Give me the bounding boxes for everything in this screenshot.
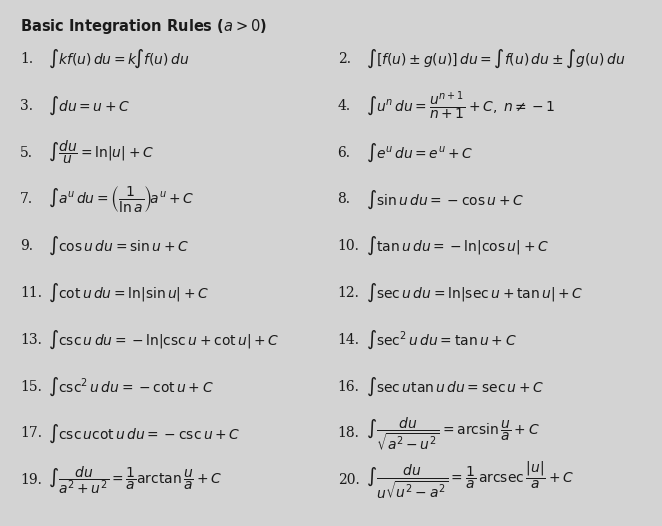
- Text: 19.: 19.: [20, 473, 42, 487]
- Text: 14.: 14.: [338, 333, 359, 347]
- Text: $\int \csc u\, du = -\ln|\csc u + \cot u| + C$: $\int \csc u\, du = -\ln|\csc u + \cot u…: [48, 329, 279, 351]
- Text: $\int \sin u\, du = -\cos u + C$: $\int \sin u\, du = -\cos u + C$: [366, 188, 524, 210]
- Text: $\int u^n\, du = \dfrac{u^{n+1}}{n+1} + C,\; n \neq -1$: $\int u^n\, du = \dfrac{u^{n+1}}{n+1} + …: [366, 89, 555, 122]
- Text: 9.: 9.: [20, 239, 33, 253]
- Text: $\int \cos u\, du = \sin u + C$: $\int \cos u\, du = \sin u + C$: [48, 235, 189, 257]
- Text: 7.: 7.: [20, 193, 33, 206]
- Text: 10.: 10.: [338, 239, 359, 253]
- Text: 2.: 2.: [338, 52, 351, 66]
- Text: 12.: 12.: [338, 286, 359, 300]
- Text: $\int \csc u \cot u\, du = -\csc u + C$: $\int \csc u \cot u\, du = -\csc u + C$: [48, 422, 240, 444]
- Text: 3.: 3.: [20, 99, 33, 113]
- Text: $\int \sec^2 u\, du = \tan u + C$: $\int \sec^2 u\, du = \tan u + C$: [366, 329, 517, 351]
- Text: 16.: 16.: [338, 380, 359, 393]
- Text: 4.: 4.: [338, 99, 351, 113]
- Text: Basic Integration Rules ($a > 0$): Basic Integration Rules ($a > 0$): [20, 17, 267, 36]
- Text: $\int kf(u)\, du = k\!\int f(u)\, du$: $\int kf(u)\, du = k\!\int f(u)\, du$: [48, 48, 189, 70]
- Text: $\int \sec u\, du = \ln|\sec u + \tan u| + C$: $\int \sec u\, du = \ln|\sec u + \tan u|…: [366, 282, 584, 304]
- Text: $\int \sec u \tan u\, du = \sec u + C$: $\int \sec u \tan u\, du = \sec u + C$: [366, 376, 545, 398]
- Text: $\int \dfrac{du}{a^2 + u^2} = \dfrac{1}{a}\arctan\dfrac{u}{a} + C$: $\int \dfrac{du}{a^2 + u^2} = \dfrac{1}{…: [48, 464, 222, 496]
- Text: $\int \dfrac{du}{u} = \ln|u| + C$: $\int \dfrac{du}{u} = \ln|u| + C$: [48, 139, 154, 166]
- Text: 13.: 13.: [20, 333, 42, 347]
- Text: 6.: 6.: [338, 146, 351, 159]
- Text: $\int \cot u\, du = \ln|\sin u| + C$: $\int \cot u\, du = \ln|\sin u| + C$: [48, 282, 209, 304]
- Text: $\int [f(u) \pm g(u)]\, du = \int f(u)\, du \pm \int g(u)\, du$: $\int [f(u) \pm g(u)]\, du = \int f(u)\,…: [366, 48, 626, 70]
- Text: 11.: 11.: [20, 286, 42, 300]
- Text: 1.: 1.: [20, 52, 33, 66]
- Text: 20.: 20.: [338, 473, 359, 487]
- Text: $\int \tan u\, du = -\ln|\cos u| + C$: $\int \tan u\, du = -\ln|\cos u| + C$: [366, 235, 549, 257]
- Text: $\int a^u\, du = \left(\dfrac{1}{\ln a}\right)\!a^u + C$: $\int a^u\, du = \left(\dfrac{1}{\ln a}\…: [48, 184, 194, 215]
- Text: 17.: 17.: [20, 427, 42, 440]
- Text: 5.: 5.: [20, 146, 33, 159]
- Text: 8.: 8.: [338, 193, 351, 206]
- Text: $\int du = u + C$: $\int du = u + C$: [48, 95, 130, 117]
- Text: 15.: 15.: [20, 380, 42, 393]
- Text: 18.: 18.: [338, 427, 359, 440]
- Text: $\int \dfrac{du}{u\sqrt{u^2 - a^2}} = \dfrac{1}{a}\,\mathrm{arcsec}\,\dfrac{|u|}: $\int \dfrac{du}{u\sqrt{u^2 - a^2}} = \d…: [366, 460, 574, 501]
- Text: $\int e^u\, du = e^u + C$: $\int e^u\, du = e^u + C$: [366, 141, 473, 164]
- Text: $\int \csc^2 u\, du = -\cot u + C$: $\int \csc^2 u\, du = -\cot u + C$: [48, 376, 213, 398]
- Text: $\int \dfrac{du}{\sqrt{a^2 - u^2}} = \arcsin\dfrac{u}{a} + C$: $\int \dfrac{du}{\sqrt{a^2 - u^2}} = \ar…: [366, 415, 540, 452]
